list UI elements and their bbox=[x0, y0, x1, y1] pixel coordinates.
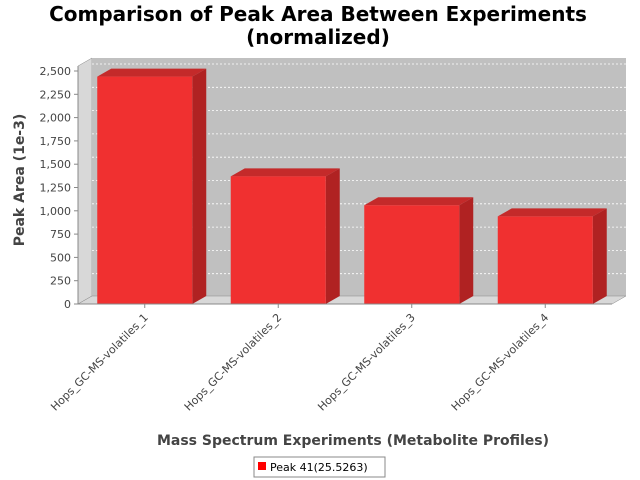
bar-front bbox=[230, 176, 326, 304]
y-axis: 0 250 500 750 1,000 1,250 1,500 1,750 2,000 2,250… bbox=[40, 65, 79, 311]
bar-top bbox=[97, 68, 207, 77]
x-tick-label: Hops_GC-MS-volatiles_1 bbox=[48, 311, 151, 414]
bar-side bbox=[325, 168, 340, 304]
y-tick-label: 1,750 bbox=[40, 135, 72, 148]
bar-front bbox=[497, 216, 593, 304]
y-tick-label: 1,500 bbox=[40, 158, 72, 171]
y-tick-label: 250 bbox=[50, 275, 71, 288]
bar bbox=[97, 68, 207, 304]
chart-title-line2: (normalized) bbox=[246, 25, 390, 49]
bar bbox=[230, 168, 340, 304]
legend: Peak 41(25.5263) bbox=[253, 456, 386, 478]
bars bbox=[97, 68, 607, 304]
x-axis: Hops_GC-MS-volatiles_1 Hops_GC-MS-volatil… bbox=[48, 303, 612, 414]
y-tick-label: 2,000 bbox=[40, 112, 72, 125]
bar-front bbox=[364, 205, 460, 304]
x-tick-label: Hops_GC-MS-volatiles_2 bbox=[182, 311, 285, 414]
legend-swatch bbox=[258, 462, 266, 470]
y-axis-title: Peak Area (1e-3) bbox=[12, 114, 28, 247]
bar-side bbox=[592, 208, 607, 304]
chart-title-line1: Comparison of Peak Area Between Experime… bbox=[49, 2, 587, 26]
y-tick-label: 1,250 bbox=[40, 182, 72, 195]
y-tick-label: 2,250 bbox=[40, 88, 72, 101]
legend-box bbox=[253, 456, 386, 478]
bar-top bbox=[497, 208, 607, 217]
bar-side bbox=[459, 197, 474, 304]
plot-left-wall bbox=[77, 57, 93, 305]
x-axis-title: Mass Spectrum Experiments (Metabolite Pr… bbox=[157, 433, 549, 449]
bar bbox=[497, 208, 607, 304]
bar-top bbox=[364, 197, 474, 206]
y-tick-label: 2,500 bbox=[40, 65, 72, 78]
y-tick-label: 750 bbox=[50, 228, 71, 241]
bar-front bbox=[97, 76, 193, 304]
x-tick-label: Hops_GC-MS-volatiles_4 bbox=[449, 311, 552, 414]
bar-side bbox=[192, 68, 207, 304]
bar-top bbox=[230, 168, 340, 177]
legend-label: Peak 41(25.5263) bbox=[270, 461, 368, 474]
y-tick-label: 1,000 bbox=[40, 205, 72, 218]
bar bbox=[364, 197, 474, 304]
x-tick-label: Hops_GC-MS-volatiles_3 bbox=[315, 311, 418, 414]
y-tick-label: 0 bbox=[64, 298, 71, 311]
y-tick-label: 500 bbox=[50, 251, 71, 264]
